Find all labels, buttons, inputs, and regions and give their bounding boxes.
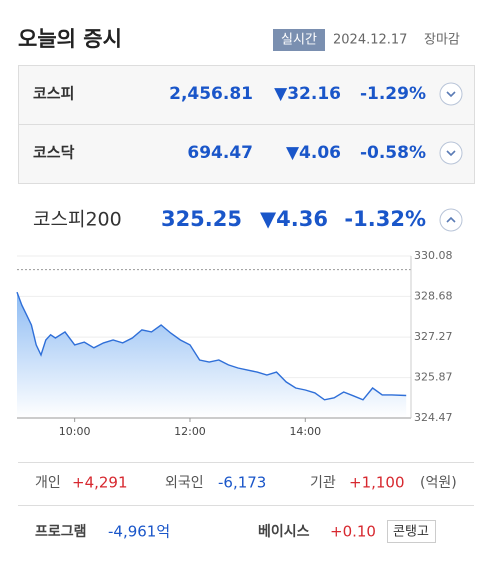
toggle-circle[interactable] [439, 208, 463, 232]
x-tick-label: 10:00 [59, 425, 91, 438]
y-tick-label: 325.87 [414, 371, 453, 384]
investor-label: 외국인 [165, 475, 204, 491]
status: 장마감 [424, 33, 460, 48]
y-tick-label: 327.27 [414, 330, 453, 343]
chart: 324.47 325.87 327.27 328.68 330.08 10:00 12:00… [16, 249, 453, 438]
investor-label: 기관 [310, 475, 336, 491]
badge: 실시간 [281, 33, 317, 48]
tag-box [387, 520, 436, 543]
index-value: 2,456.81 [169, 84, 253, 104]
basis-label: 베이시스 [258, 523, 310, 540]
basis-value: +0.10 [330, 523, 376, 541]
toggle-button[interactable] [439, 82, 463, 106]
index-rate: -0.58% [360, 143, 426, 163]
x-tick-label: 12:00 [174, 425, 206, 438]
index-rate: -1.29% [360, 84, 426, 104]
investor-value: +4,291 [72, 474, 128, 492]
toggle-button[interactable] [439, 208, 463, 232]
investor-value: +1,100 [349, 474, 405, 492]
x-tick-label: 14:00 [289, 425, 321, 438]
chevron[interactable] [446, 91, 456, 98]
date: 2024.12.17 [333, 33, 407, 48]
toggle-circle[interactable] [439, 82, 463, 106]
price-line [16, 291, 407, 401]
y-tick-label: 324.47 [414, 411, 453, 424]
index-change: ▼4.06 [286, 143, 341, 163]
index-value: 325.25 [161, 207, 242, 231]
basis-tag: 콘탱고 [393, 525, 429, 540]
program-value: -4,961억 [108, 523, 170, 541]
toggle-circle[interactable] [439, 141, 463, 165]
toggle-button[interactable] [439, 141, 463, 165]
index-name: 코스피200 [33, 209, 122, 231]
y-tick-label: 330.08 [414, 249, 453, 262]
unit: (억원) [420, 475, 457, 491]
badge-bg [273, 29, 325, 51]
index-name: 코스닥 [33, 144, 75, 162]
index-name: 코스피 [33, 85, 74, 103]
index-rate: -1.32% [344, 207, 426, 231]
index-change: ▼4.36 [260, 207, 328, 231]
title: 오늘의 증시 [18, 27, 122, 51]
investor-label: 개인 [35, 475, 61, 491]
y-tick-label: 328.68 [414, 289, 453, 302]
chevron[interactable] [446, 216, 456, 223]
investor-value: -6,173 [218, 474, 266, 492]
index-change: ▼32.16 [274, 84, 341, 104]
program-label: 프로그램 [35, 523, 87, 540]
area [17, 292, 407, 418]
chevron[interactable] [446, 150, 456, 157]
index-value: 694.47 [187, 143, 253, 163]
